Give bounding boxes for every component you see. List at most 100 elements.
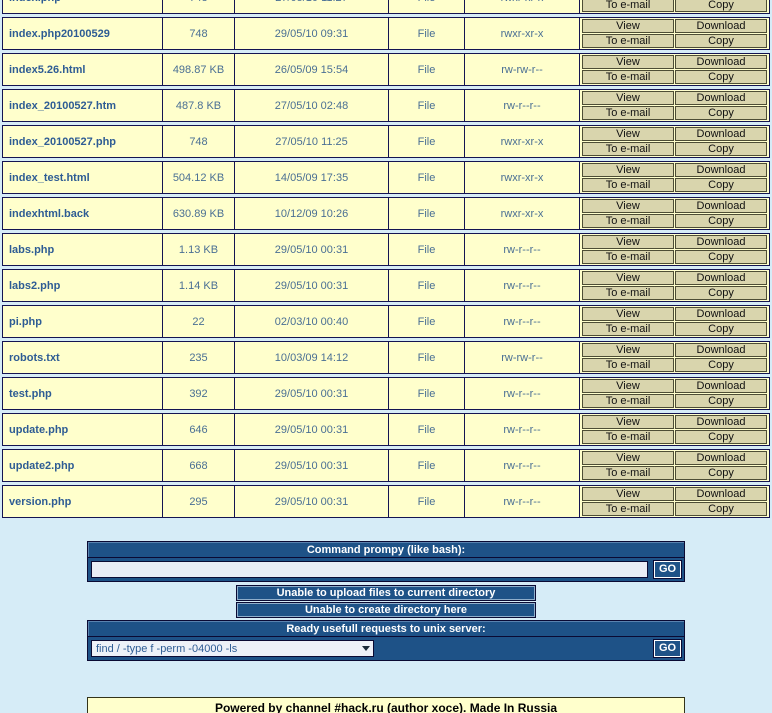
file-date: 27/05/10 02:48 xyxy=(235,90,389,121)
copy-button[interactable]: Copy xyxy=(675,358,767,372)
download-button[interactable]: Download xyxy=(675,415,767,429)
copy-button[interactable]: Copy xyxy=(675,502,767,516)
download-button[interactable]: Download xyxy=(675,127,767,141)
view-button[interactable]: View xyxy=(582,91,674,105)
view-button[interactable]: View xyxy=(582,199,674,213)
file-permissions: rwxr-xr-x xyxy=(465,162,580,193)
file-link[interactable]: test.php xyxy=(9,387,52,400)
view-button[interactable]: View xyxy=(582,487,674,501)
file-actions-cell: View Download To e-mail Copy xyxy=(580,486,769,517)
file-link[interactable]: index_20100527.htm xyxy=(9,99,117,112)
view-button[interactable]: View xyxy=(582,55,674,69)
to-email-button[interactable]: To e-mail xyxy=(582,358,674,372)
file-link[interactable]: indexhtml.back xyxy=(9,207,90,220)
view-button[interactable]: View xyxy=(582,379,674,393)
copy-button[interactable]: Copy xyxy=(675,250,767,264)
copy-button[interactable]: Copy xyxy=(675,286,767,300)
to-email-button[interactable]: To e-mail xyxy=(582,394,674,408)
download-button[interactable]: Download xyxy=(675,451,767,465)
copy-button[interactable]: Copy xyxy=(675,0,767,12)
view-button[interactable]: View xyxy=(582,343,674,357)
action-button-grid: View Download To e-mail Copy xyxy=(582,343,767,372)
file-link[interactable]: robots.txt xyxy=(9,351,60,364)
command-prompt-panel: Command prompy (like bash): GO xyxy=(87,541,685,582)
file-name-cell: labs2.php xyxy=(3,270,163,301)
request-go-button[interactable]: GO xyxy=(654,640,681,657)
view-button[interactable]: View xyxy=(582,235,674,249)
view-button[interactable]: View xyxy=(582,451,674,465)
copy-button[interactable]: Copy xyxy=(675,178,767,192)
file-type: File xyxy=(389,486,465,517)
to-email-button[interactable]: To e-mail xyxy=(582,502,674,516)
download-button[interactable]: Download xyxy=(675,235,767,249)
to-email-button[interactable]: To e-mail xyxy=(582,34,674,48)
to-email-button[interactable]: To e-mail xyxy=(582,322,674,336)
file-type: File xyxy=(389,306,465,337)
view-button[interactable]: View xyxy=(582,307,674,321)
to-email-button[interactable]: To e-mail xyxy=(582,106,674,120)
view-button[interactable]: View xyxy=(582,271,674,285)
to-email-button[interactable]: To e-mail xyxy=(582,178,674,192)
file-permissions: rwxr-xr-x xyxy=(465,18,580,49)
download-button[interactable]: Download xyxy=(675,199,767,213)
download-button[interactable]: Download xyxy=(675,307,767,321)
to-email-button[interactable]: To e-mail xyxy=(582,286,674,300)
file-link[interactable]: update2.php xyxy=(9,459,75,472)
view-button[interactable]: View xyxy=(582,163,674,177)
table-row: robots.txt 235 10/03/09 14:12 File rw-rw… xyxy=(2,341,770,374)
table-row: index_test.html 504.12 KB 14/05/09 17:35… xyxy=(2,161,770,194)
copy-button[interactable]: Copy xyxy=(675,142,767,156)
request-select[interactable]: find / -type f -perm -04000 -ls xyxy=(91,640,374,657)
copy-button[interactable]: Copy xyxy=(675,394,767,408)
download-button[interactable]: Download xyxy=(675,271,767,285)
view-button[interactable]: View xyxy=(582,127,674,141)
file-link[interactable]: labs2.php xyxy=(9,279,61,292)
file-link[interactable]: index5.26.html xyxy=(9,63,86,76)
to-email-button[interactable]: To e-mail xyxy=(582,466,674,480)
table-row: index5.26.html 498.87 KB 26/05/09 15:54 … xyxy=(2,53,770,86)
copy-button[interactable]: Copy xyxy=(675,70,767,84)
download-button[interactable]: Download xyxy=(675,19,767,33)
file-link[interactable]: index_20100527.php xyxy=(9,135,117,148)
file-link[interactable]: labs.php xyxy=(9,243,55,256)
to-email-button[interactable]: To e-mail xyxy=(582,250,674,264)
download-button[interactable]: Download xyxy=(675,487,767,501)
file-link[interactable]: index_test.html xyxy=(9,171,90,184)
file-link[interactable]: index.php xyxy=(9,0,61,4)
file-name-cell: update.php xyxy=(3,414,163,445)
request-select-row: find / -type f -perm -04000 -ls GO xyxy=(87,637,685,661)
file-link[interactable]: pi.php xyxy=(9,315,42,328)
to-email-button[interactable]: To e-mail xyxy=(582,430,674,444)
command-input[interactable] xyxy=(91,561,648,578)
copy-button[interactable]: Copy xyxy=(675,106,767,120)
to-email-button[interactable]: To e-mail xyxy=(582,70,674,84)
command-go-button[interactable]: GO xyxy=(654,561,681,578)
file-actions-cell: View Download To e-mail Copy xyxy=(580,270,769,301)
file-link[interactable]: index.php20100529 xyxy=(9,27,110,40)
table-row: test.php 392 29/05/10 00:31 File rw-r--r… xyxy=(2,377,770,410)
to-email-button[interactable]: To e-mail xyxy=(582,142,674,156)
view-button[interactable]: View xyxy=(582,19,674,33)
file-date: 29/05/10 00:31 xyxy=(235,486,389,517)
copy-button[interactable]: Copy xyxy=(675,34,767,48)
file-size: 504.12 KB xyxy=(163,162,235,193)
to-email-button[interactable]: To e-mail xyxy=(582,0,674,12)
file-link[interactable]: version.php xyxy=(9,495,72,508)
to-email-button[interactable]: To e-mail xyxy=(582,214,674,228)
copy-button[interactable]: Copy xyxy=(675,466,767,480)
download-button[interactable]: Download xyxy=(675,55,767,69)
download-button[interactable]: Download xyxy=(675,91,767,105)
copy-button[interactable]: Copy xyxy=(675,430,767,444)
file-actions-cell: View Download To e-mail Copy xyxy=(580,90,769,121)
file-link[interactable]: update.php xyxy=(9,423,69,436)
copy-button[interactable]: Copy xyxy=(675,214,767,228)
file-date: 27/05/10 11:25 xyxy=(235,126,389,157)
file-actions-cell: View Download To e-mail Copy xyxy=(580,414,769,445)
file-size: 235 xyxy=(163,342,235,373)
view-button[interactable]: View xyxy=(582,415,674,429)
download-button[interactable]: Download xyxy=(675,343,767,357)
file-actions-cell: View Download To e-mail Copy xyxy=(580,54,769,85)
copy-button[interactable]: Copy xyxy=(675,322,767,336)
download-button[interactable]: Download xyxy=(675,163,767,177)
download-button[interactable]: Download xyxy=(675,379,767,393)
